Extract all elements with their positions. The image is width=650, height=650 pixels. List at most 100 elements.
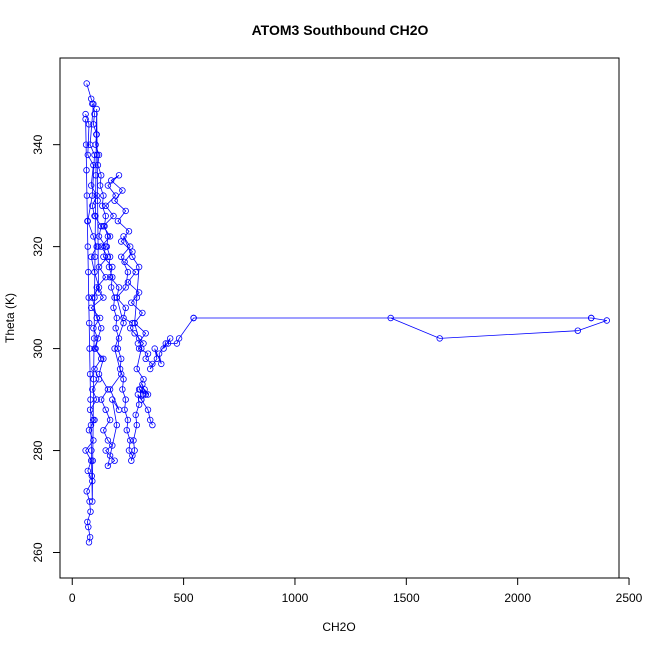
data-point — [89, 416, 97, 424]
data-point — [88, 447, 95, 454]
data-point — [119, 187, 126, 194]
data-point — [144, 350, 152, 357]
data-point — [89, 386, 96, 393]
data-point — [105, 263, 113, 271]
data-point — [588, 314, 595, 322]
data-point — [125, 228, 133, 235]
data-point — [99, 202, 106, 209]
data-point — [89, 498, 96, 505]
data-point — [102, 274, 109, 281]
data-point — [146, 365, 154, 373]
data-point — [115, 284, 123, 291]
data-point — [86, 345, 93, 352]
data-point — [87, 396, 94, 403]
data-point — [113, 314, 120, 322]
data-point — [102, 202, 109, 209]
data-point — [97, 222, 105, 230]
data-point — [115, 172, 123, 179]
data-point — [95, 289, 102, 296]
data-point — [93, 105, 100, 113]
data-point — [90, 325, 97, 332]
data-point — [84, 151, 91, 159]
data-point — [89, 294, 96, 301]
y-tick-label: 260 — [31, 542, 45, 562]
data-point — [87, 508, 94, 515]
data-point — [113, 294, 120, 301]
data-point — [93, 396, 100, 403]
data-point — [116, 365, 124, 373]
data-point — [135, 263, 143, 271]
data-point — [111, 345, 118, 352]
data-point — [120, 233, 127, 240]
data-point — [115, 335, 123, 342]
data-point — [83, 192, 91, 199]
data-point — [133, 365, 140, 373]
data-point — [101, 222, 108, 230]
data-point — [84, 467, 91, 475]
data-point — [100, 355, 107, 362]
data-point — [133, 421, 140, 429]
data-point — [112, 325, 119, 332]
data-point — [114, 217, 122, 225]
data-point — [120, 314, 127, 322]
data-point — [110, 212, 117, 220]
data-point — [123, 427, 130, 434]
data-point — [124, 268, 132, 276]
data-point — [109, 396, 116, 403]
series-line-4 — [85, 108, 99, 502]
data-point — [104, 386, 112, 393]
data-point — [83, 80, 90, 87]
data-point — [89, 100, 96, 108]
data-point — [100, 427, 107, 434]
data-point — [138, 345, 145, 352]
data-point — [106, 416, 114, 424]
data-point — [160, 345, 167, 352]
data-point — [97, 325, 105, 332]
data-point — [128, 299, 135, 306]
data-point — [107, 284, 115, 291]
data-point — [82, 141, 90, 148]
data-point — [104, 233, 112, 240]
x-tick-label: 2000 — [504, 591, 531, 605]
x-tick-label: 2500 — [616, 591, 643, 605]
data-point — [94, 335, 102, 342]
x-tick-label: 1500 — [393, 591, 420, 605]
data-point — [129, 253, 136, 260]
data-point — [93, 131, 100, 138]
data-point — [139, 309, 146, 317]
data-point — [110, 304, 117, 311]
series-layer — [82, 80, 610, 546]
data-point — [90, 233, 97, 240]
data-point — [132, 411, 139, 419]
data-point — [149, 421, 156, 429]
data-point — [130, 437, 137, 444]
data-point — [102, 406, 109, 413]
data-point — [85, 319, 93, 327]
data-point — [142, 330, 149, 337]
data-point — [158, 360, 165, 368]
data-point — [89, 457, 96, 464]
x-tick-label: 1000 — [282, 591, 309, 605]
data-point — [109, 274, 116, 281]
x-axis: 0 500 1000 1500 2000 2500 — [69, 577, 643, 605]
y-tick-label: 340 — [31, 134, 45, 154]
data-point — [91, 294, 98, 301]
data-point — [93, 151, 101, 159]
data-point — [106, 233, 114, 240]
data-point — [83, 166, 90, 174]
series-line-0 — [85, 113, 607, 370]
data-point — [94, 197, 101, 204]
y-tick-label: 320 — [31, 236, 45, 256]
data-point — [124, 279, 132, 286]
data-point — [126, 325, 134, 332]
data-point — [120, 376, 127, 383]
data-point — [86, 534, 94, 541]
data-point — [92, 212, 99, 220]
data-point — [134, 340, 142, 347]
data-point — [142, 355, 149, 362]
data-point — [94, 243, 102, 250]
data-point — [190, 314, 197, 322]
data-point — [144, 391, 152, 398]
data-point — [155, 350, 163, 357]
series-line-2 — [85, 174, 147, 543]
